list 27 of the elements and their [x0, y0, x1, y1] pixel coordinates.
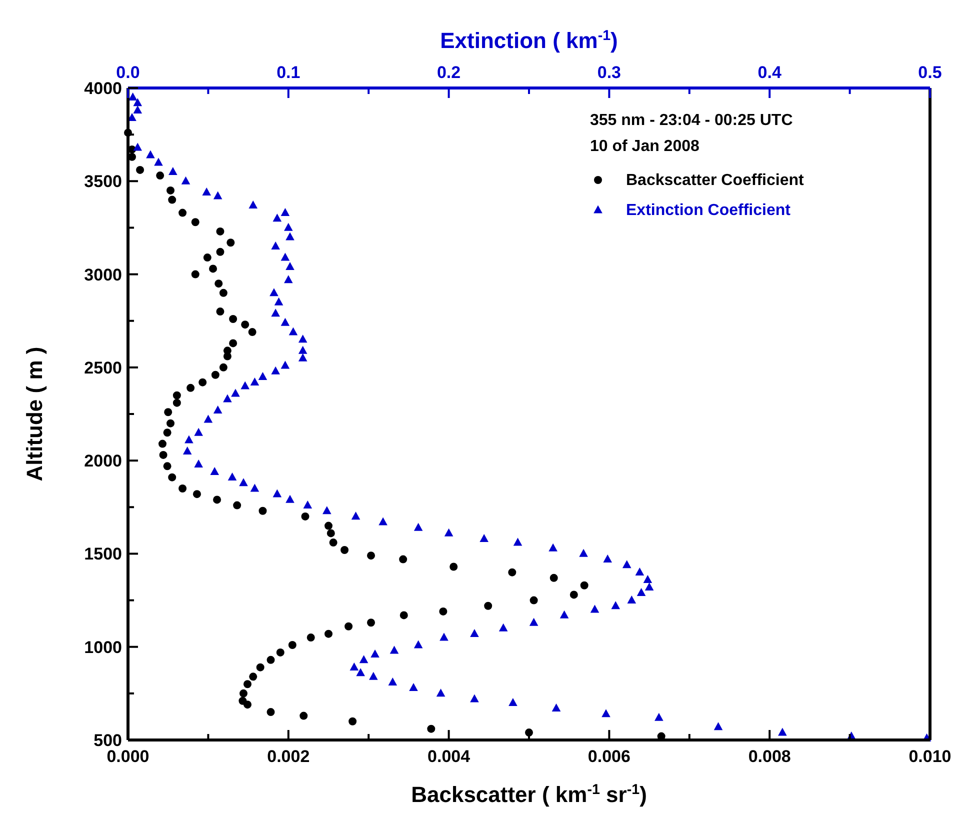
annotation: 10 of Jan 2008: [590, 138, 700, 155]
x2-tick-label: 0.4: [758, 63, 782, 82]
x2-tick-label: 0.0: [116, 63, 140, 82]
y-tick-label: 1500: [84, 544, 122, 564]
x-tick-label: 0.002: [267, 747, 310, 766]
y-tick-label: 2000: [84, 452, 122, 471]
x-tick-label: 0.004: [428, 747, 471, 766]
x-tick-label: 0.010: [908, 747, 952, 766]
legend-label: Backscatter Coefficient: [626, 172, 805, 189]
y-tick-label: 4000: [84, 79, 122, 98]
x-tick-label: 0.006: [588, 747, 630, 766]
x2-tick-label: 0.2: [436, 63, 461, 82]
x2-axis-title: Extinction ( km$^{-1}$): [440, 28, 618, 53]
x2-tick-label: 0.3: [597, 63, 622, 82]
y-tick-label: 500: [94, 731, 122, 750]
x-tick-label: 0.008: [748, 747, 791, 766]
y-tick-label: 2500: [84, 358, 122, 378]
x2-tick-label: 0.5: [918, 63, 942, 82]
x-axis-title: Backscatter ( km$^{-1}$ sr$^{-1}$): [411, 782, 647, 807]
x2-tick-label: 0.1: [276, 63, 300, 82]
y-tick-label: 1000: [84, 638, 122, 657]
legend-label: Extinction Coefficient: [626, 202, 792, 219]
y-tick-label: 3000: [84, 265, 122, 284]
y-axis-title: Altitude ( m ): [22, 346, 47, 482]
y-tick-label: 3500: [84, 172, 122, 192]
x-tick-label: 0.000: [106, 747, 150, 766]
annotation: 355 nm - 23:04 - 00:25 UTC: [590, 112, 794, 129]
